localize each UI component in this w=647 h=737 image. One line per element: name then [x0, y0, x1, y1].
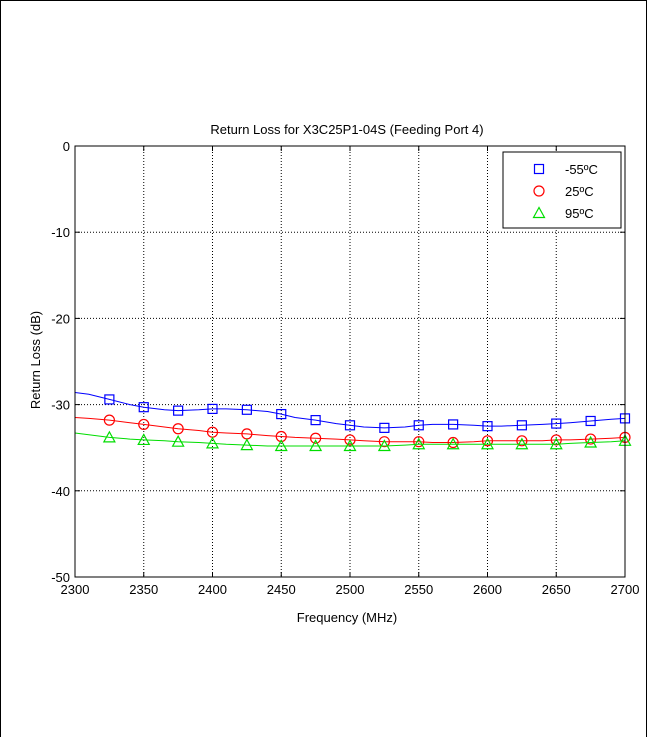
data-point-circle	[481, 435, 494, 447]
data-point-square	[276, 408, 287, 420]
data-point-square	[585, 415, 596, 427]
data-point-square	[448, 419, 459, 430]
data-point-triangle	[102, 430, 116, 443]
data-point-circle	[413, 436, 425, 448]
legend-marker-circle	[533, 185, 545, 197]
legend-label: -55ºC	[565, 162, 598, 177]
legend-marker-triangle	[532, 206, 546, 219]
data-point-circle	[103, 414, 115, 426]
data-point-triangle	[171, 434, 185, 447]
legend-box	[502, 151, 622, 229]
data-point-square	[379, 422, 390, 433]
x-tick-label: 2450	[267, 582, 296, 597]
y-tick-label: -50	[51, 570, 70, 585]
series-line-3	[74, 432, 626, 447]
data-point-triangle	[274, 439, 288, 452]
x-tick-label: 2400	[198, 582, 227, 597]
x-axis-label: Frequency (MHz)	[297, 610, 397, 625]
plot-area: 2300 2350 2400 2450 2500 2550 2600 2650 2700 0 -10…	[51, 139, 639, 597]
x-tick-label: 2650	[542, 582, 571, 597]
data-point-triangle	[446, 437, 460, 450]
data-point-circle	[344, 434, 356, 446]
data-point-circle	[378, 436, 390, 448]
data-point-circle	[550, 434, 562, 446]
data-point-triangle	[309, 439, 323, 452]
y-tick-label: -10	[51, 225, 70, 240]
data-point-triangle	[549, 437, 563, 450]
y-tick-label: -30	[51, 398, 70, 413]
legend-label: 95ºC	[565, 206, 594, 221]
legend: -55ºC 25ºC 95ºC	[502, 151, 622, 229]
x-tick-label: 2600	[473, 582, 502, 597]
data-point-square	[173, 405, 184, 416]
chart-title: Return Loss for X3C25P1-04S (Feeding Por…	[210, 122, 483, 137]
data-point-circle	[310, 432, 322, 444]
y-tick-label: 0	[63, 139, 70, 154]
data-point-circle	[138, 418, 150, 431]
data-point-circle	[172, 423, 184, 435]
data-point-triangle	[584, 435, 598, 448]
data-point-triangle	[205, 436, 220, 449]
data-point-square	[516, 420, 527, 431]
x-tick-label: 2500	[336, 582, 365, 597]
data-point-square	[310, 415, 321, 426]
data-point-square	[482, 421, 493, 432]
data-point-square	[138, 402, 149, 413]
data-point-circle	[516, 435, 528, 447]
data-point-square	[241, 404, 252, 415]
x-tick-label: 2700	[611, 582, 640, 597]
data-point-triangle	[240, 438, 254, 451]
legend-label: 25ºC	[565, 184, 594, 199]
data-point-triangle	[137, 433, 151, 446]
x-tick-label: 2300	[61, 582, 90, 597]
x-tick-label: 2550	[404, 582, 433, 597]
y-tick-label: -40	[51, 484, 70, 499]
data-point-square	[413, 420, 424, 431]
y-tick-label: -20	[51, 311, 70, 326]
data-point-square	[344, 420, 356, 431]
data-point-triangle	[377, 439, 391, 452]
legend-marker-square	[533, 163, 545, 175]
data-point-square	[207, 403, 218, 415]
data-point-triangle	[412, 437, 426, 450]
axes-box	[74, 145, 626, 578]
data-point-triangle	[343, 439, 357, 452]
x-tick-label: 2350	[129, 582, 158, 597]
series-line-1	[74, 392, 626, 429]
y-axis-label: Return Loss (dB)	[28, 311, 43, 409]
data-point-triangle	[515, 437, 529, 450]
data-point-triangle	[480, 437, 495, 450]
data-point-circle	[585, 433, 597, 445]
data-point-square	[551, 418, 562, 429]
data-point-square	[104, 394, 115, 405]
